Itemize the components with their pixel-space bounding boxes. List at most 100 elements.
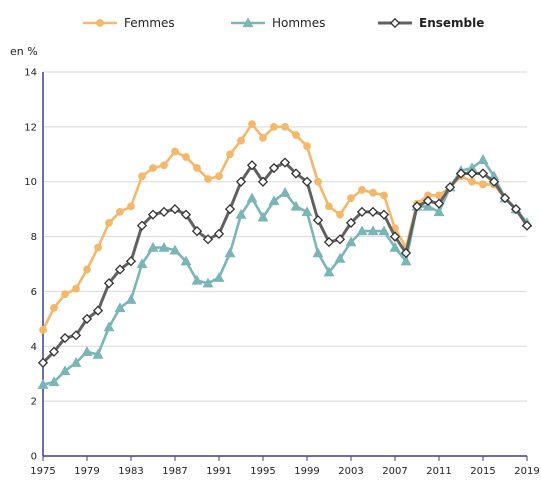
data-point-ensemble xyxy=(213,228,225,239)
y-axis-unit: en % xyxy=(10,45,38,58)
data-point-hommes xyxy=(125,294,137,304)
data-point-ensemble xyxy=(323,236,335,248)
data-point-hommes xyxy=(235,208,247,219)
data-point-ensemble xyxy=(433,198,445,209)
data-point-femmes xyxy=(380,191,388,200)
axes: 0 2 4 6 8 10 12 14 en % 1975 1979 1983 1987 1991 1995 1… xyxy=(10,45,540,477)
data-point-ensemble xyxy=(125,256,137,267)
data-point-hommes xyxy=(136,258,148,269)
data-point-ensemble xyxy=(400,247,412,259)
legend-item-hommes: Hommes xyxy=(231,16,325,30)
series-lines xyxy=(37,120,533,389)
data-point-hommes xyxy=(323,266,335,277)
data-point-femmes xyxy=(347,194,355,203)
data-point-hommes xyxy=(367,225,379,236)
data-point-ensemble xyxy=(103,278,115,289)
series-hommes xyxy=(37,154,533,389)
data-point-femmes xyxy=(468,177,476,186)
data-point-femmes xyxy=(336,210,344,219)
data-point-ensemble xyxy=(158,206,170,218)
data-point-ensemble xyxy=(290,168,302,179)
data-point-ensemble xyxy=(345,217,357,228)
data-point-hommes xyxy=(59,365,71,376)
x-tick-label: 2015 xyxy=(470,466,495,477)
data-point-ensemble xyxy=(488,176,500,187)
data-point-femmes xyxy=(325,202,333,211)
data-point-femmes xyxy=(314,177,322,186)
data-point-ensemble xyxy=(510,204,522,215)
x-tick-label: 1995 xyxy=(250,466,275,477)
data-point-ensemble xyxy=(180,209,192,220)
data-point-hommes xyxy=(356,225,368,236)
legend-label-femmes: Femmes xyxy=(124,16,175,30)
data-point-ensemble xyxy=(114,264,126,275)
data-point-ensemble xyxy=(257,176,269,187)
data-point-femmes xyxy=(259,133,267,142)
data-point-hommes xyxy=(213,272,225,282)
legend-marker-hommes xyxy=(242,17,254,28)
data-point-ensemble xyxy=(367,206,379,218)
data-point-ensemble xyxy=(334,234,346,245)
data-point-ensemble xyxy=(224,204,236,215)
data-point-femmes xyxy=(116,207,124,216)
y-tick-label: 12 xyxy=(24,122,37,133)
y-tick-label: 2 xyxy=(31,397,37,408)
x-tick-label: 2003 xyxy=(338,466,363,477)
legend-marker-femmes xyxy=(96,19,104,27)
data-point-femmes xyxy=(358,186,366,194)
data-point-femmes xyxy=(61,290,69,299)
legend: Femmes Hommes Ensemble xyxy=(83,16,484,30)
data-point-ensemble xyxy=(81,313,93,324)
data-point-ensemble xyxy=(378,209,390,220)
data-point-femmes xyxy=(193,164,201,172)
data-point-ensemble xyxy=(411,201,423,212)
data-point-hommes xyxy=(48,376,60,387)
data-point-femmes xyxy=(105,218,113,227)
data-point-ensemble xyxy=(422,195,434,207)
legend-label-hommes: Hommes xyxy=(272,16,325,30)
legend-marker-ensemble xyxy=(389,17,401,29)
grid xyxy=(43,71,527,402)
data-point-femmes xyxy=(182,153,190,161)
series-ensemble xyxy=(37,157,533,368)
x-tick-label: 1975 xyxy=(30,466,55,477)
data-point-hommes xyxy=(103,321,115,332)
data-point-hommes xyxy=(224,247,236,258)
data-point-ensemble xyxy=(147,209,159,220)
data-point-femmes xyxy=(292,131,300,139)
data-point-ensemble xyxy=(499,193,511,204)
series-line-femmes xyxy=(41,122,529,332)
data-point-femmes xyxy=(237,136,245,145)
data-point-ensemble xyxy=(521,220,533,231)
data-point-ensemble xyxy=(279,157,291,168)
data-point-ensemble xyxy=(268,162,280,174)
data-point-hommes xyxy=(301,206,313,217)
data-point-hommes xyxy=(246,192,258,203)
data-point-femmes xyxy=(127,202,135,211)
y-tick-label: 6 xyxy=(31,287,37,298)
data-point-femmes xyxy=(270,122,278,131)
series-femmes xyxy=(39,120,531,334)
data-point-hommes xyxy=(312,247,324,258)
data-point-femmes xyxy=(204,175,212,183)
y-tick-label: 14 xyxy=(24,68,37,79)
data-point-femmes xyxy=(171,147,179,156)
data-point-ensemble xyxy=(444,182,456,193)
data-point-hommes xyxy=(257,211,269,222)
data-point-femmes xyxy=(39,325,47,334)
legend-item-femmes: Femmes xyxy=(83,16,175,30)
data-point-ensemble xyxy=(92,305,104,316)
data-point-hommes xyxy=(70,357,82,367)
data-point-hommes xyxy=(389,241,401,252)
data-point-femmes xyxy=(369,188,377,197)
data-point-ensemble xyxy=(37,357,49,368)
data-point-ensemble xyxy=(312,214,324,226)
data-point-femmes xyxy=(215,172,223,181)
data-point-hommes xyxy=(191,274,203,285)
data-point-ensemble xyxy=(70,330,82,341)
data-point-femmes xyxy=(50,303,58,312)
data-point-hommes xyxy=(378,225,390,236)
data-point-femmes xyxy=(72,284,80,293)
data-point-femmes xyxy=(303,142,311,150)
